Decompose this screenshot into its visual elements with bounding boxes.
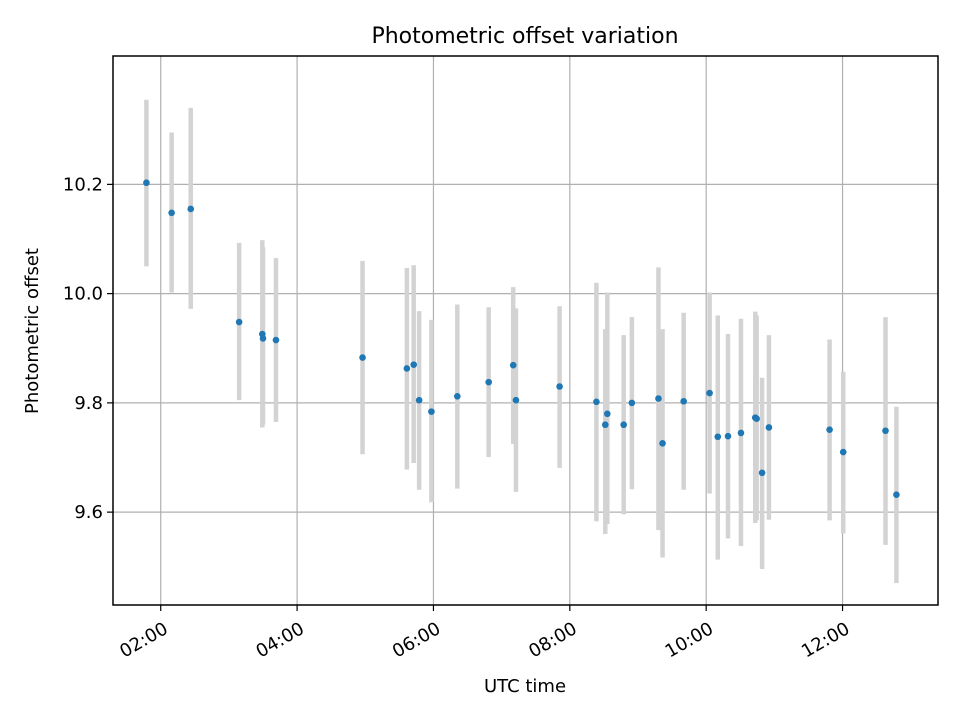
- data-point: [620, 421, 627, 429]
- data-point: [187, 205, 195, 213]
- data-point: [758, 469, 766, 477]
- data-point: [839, 448, 847, 456]
- data-point: [556, 383, 563, 390]
- data-point: [272, 336, 280, 344]
- plot-frame: [112, 55, 939, 606]
- data-point: [714, 433, 722, 441]
- data-point: [680, 397, 687, 405]
- data-point: [737, 429, 745, 437]
- chart-title: Photometric offset variation: [371, 24, 678, 49]
- x-axis-label: UTC time: [484, 676, 566, 697]
- data-point: [604, 410, 611, 418]
- data-point: [415, 396, 423, 404]
- data-point: [359, 354, 366, 361]
- y-tick-label: 9.8: [74, 393, 103, 414]
- data-point: [512, 396, 520, 404]
- data-point: [259, 335, 267, 342]
- data-point: [765, 424, 773, 431]
- data-point: [753, 415, 760, 423]
- data-point: [454, 393, 461, 400]
- data-point: [410, 361, 417, 368]
- y-tick-label: 10.0: [63, 284, 103, 305]
- data-point: [826, 426, 833, 433]
- data-point: [724, 432, 732, 440]
- data-point: [485, 378, 492, 386]
- data-points: [143, 179, 900, 498]
- data-point: [628, 399, 636, 407]
- y-tick-label: 9.6: [74, 502, 103, 523]
- data-point: [601, 421, 609, 429]
- data-point: [659, 440, 666, 447]
- data-point: [235, 318, 243, 326]
- y-tick-label: 10.2: [63, 174, 103, 195]
- data-point: [893, 491, 900, 498]
- data-point: [655, 395, 662, 402]
- y-axis-label: Photometric offset: [22, 248, 43, 414]
- data-point: [168, 209, 175, 217]
- data-point: [428, 408, 435, 415]
- data-point: [706, 389, 713, 397]
- grid: [113, 56, 938, 605]
- data-point: [509, 361, 517, 369]
- data-point: [143, 179, 150, 187]
- data-point: [593, 398, 600, 406]
- data-point: [882, 427, 889, 435]
- data-point: [403, 365, 411, 372]
